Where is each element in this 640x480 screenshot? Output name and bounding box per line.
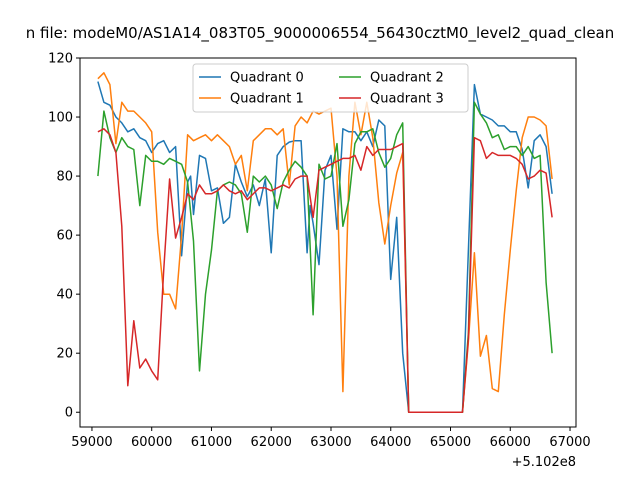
legend-label: Quadrant 2: [370, 71, 444, 86]
x-tick-label: 64000: [370, 435, 411, 450]
y-tick-label: 100: [48, 111, 73, 126]
plot-frame: [79, 57, 577, 428]
y-tick-label: 60: [56, 229, 73, 244]
y-tick-label: 20: [56, 347, 73, 362]
series-line-quadrant-3: [97, 128, 553, 413]
legend-label: Quadrant 1: [230, 92, 304, 107]
x-tick-label: 67000: [549, 435, 590, 450]
x-tick-label: 59000: [71, 435, 112, 450]
legend-label: Quadrant 3: [370, 92, 444, 107]
y-tick-label: 40: [56, 288, 73, 303]
legend-box: [192, 63, 469, 113]
x-tick-label: 65000: [430, 435, 471, 450]
chart-title: n file: modeM0/AS1A14_083T05_9000006554_…: [26, 24, 615, 43]
y-tick-label: 80: [56, 170, 73, 185]
series-line-quadrant-2: [97, 101, 553, 413]
plot-area: [97, 72, 553, 413]
y-tick-label: 120: [48, 52, 73, 67]
x-tick-label: 66000: [490, 435, 531, 450]
x-offset-label: +5.102e8: [512, 455, 576, 470]
legend-label: Quadrant 0: [230, 71, 304, 86]
x-tick-label: 63000: [310, 435, 351, 450]
x-tick-label: 60000: [131, 435, 172, 450]
x-tick-label: 62000: [251, 435, 292, 450]
legend: Quadrant 0 Quadrant 1 Quadrant 2 Quadrant 3: [192, 63, 469, 113]
y-tick-label: 0: [65, 406, 73, 421]
series-line-quadrant-0: [97, 81, 553, 413]
axes: 59000 60000 61000 62000 63000 64000 65000 66000…: [48, 52, 591, 451]
x-tick-label: 61000: [191, 435, 232, 450]
series-line-quadrant-1: [97, 72, 553, 413]
